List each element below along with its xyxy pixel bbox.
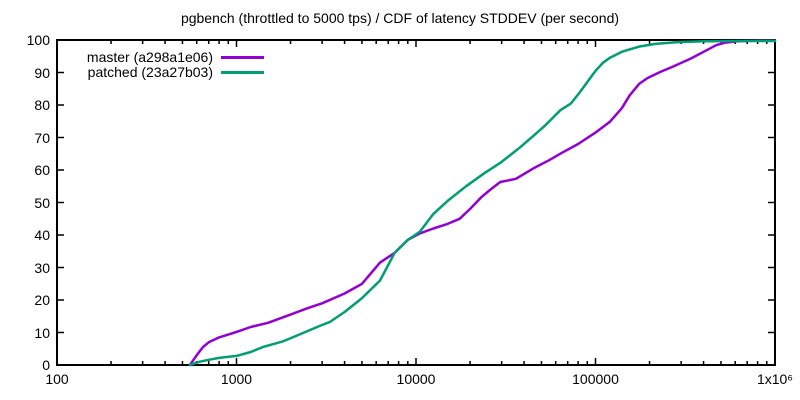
- x-axis-tick-label: 1000: [220, 371, 253, 387]
- y-axis-tick-label: 70: [34, 129, 50, 146]
- legend-label-patched: patched (23a27b03): [87, 64, 213, 80]
- x-axis-tick-label: 100000: [572, 371, 619, 387]
- series-line-master: [188, 39, 777, 367]
- x-axis-tick-label: 1x10⁶: [756, 371, 794, 387]
- chart-title: pgbench (throttled to 5000 tps) / CDF of…: [180, 10, 620, 26]
- y-axis-tick-label: 0: [42, 357, 50, 373]
- y-axis-tick-label: 60: [34, 162, 50, 178]
- legend-line-sample-patched: [221, 70, 264, 74]
- y-axis-tick-label: 30: [34, 259, 50, 276]
- x-axis-tick-label: 100: [45, 371, 69, 387]
- y-axis-tick-label: 80: [34, 97, 50, 113]
- legend-label-master: master (a298a1e06): [86, 49, 213, 65]
- series-line-patched: [188, 39, 777, 367]
- y-axis-tick-label: 20: [34, 292, 50, 308]
- y-axis-tick-label: 100: [26, 32, 50, 48]
- x-axis-tick-label: 10000: [396, 371, 436, 387]
- y-axis-tick-label: 50: [34, 194, 50, 211]
- legend-line-sample-master: [221, 55, 264, 59]
- plot-border: [56, 39, 776, 366]
- y-axis-tick-label: 40: [34, 227, 50, 243]
- y-axis-tick-label: 90: [34, 64, 50, 81]
- y-axis-tick-label: 10: [34, 324, 50, 341]
